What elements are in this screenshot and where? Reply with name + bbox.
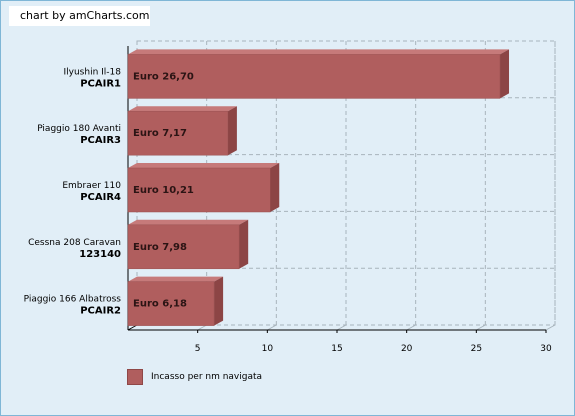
bar-front-face (127, 54, 501, 99)
category-label-name: Embraer 110 (62, 181, 121, 191)
category-label-code: PCAIR4 (80, 192, 121, 203)
bar-top-face (128, 163, 280, 168)
bar-top-face (128, 106, 237, 112)
x-tick-label: 10 (262, 344, 274, 354)
legend-label: Incasso per nm navigata (151, 372, 263, 382)
category-label-name: Piaggio 166 Albatross (24, 295, 122, 305)
bar-side-face (239, 219, 249, 269)
bar-front-face (127, 167, 271, 213)
x-tick-label: 15 (331, 344, 342, 354)
bar-side-face (270, 163, 280, 212)
bar-value-label: Euro 7,17 (133, 128, 187, 139)
amcharts-credit-link[interactable]: chart by amCharts.com (9, 6, 150, 26)
bar-front-face (127, 281, 215, 326)
bar: Euro 26,70 (127, 49, 510, 99)
bar: Euro 7,98 (127, 219, 249, 270)
category-label-code: 123140 (79, 249, 121, 260)
category-label-code: PCAIR2 (80, 306, 121, 317)
bar-top-face (128, 219, 249, 225)
bar: Euro 6,18 (127, 276, 224, 326)
bar-side-face (227, 106, 237, 156)
category-label-name: Piaggio 180 Avanti (37, 124, 121, 134)
floor-gridline (336, 324, 347, 331)
floor-gridline (476, 324, 486, 331)
floor-gridline (406, 324, 416, 331)
bar-front-face (127, 224, 240, 270)
bar-value-label: Euro 26,70 (133, 71, 194, 82)
x-tick-label: 25 (471, 344, 482, 354)
category-label-name: Cessna 208 Caravan (28, 238, 121, 248)
bar-side-face (214, 276, 224, 326)
bar-value-label: Euro 6,18 (133, 299, 187, 310)
bar: Euro 7,17 (127, 106, 237, 156)
bar-top-face (128, 276, 224, 282)
x-tick-label: 30 (540, 344, 552, 354)
bar-top-face (128, 49, 510, 55)
bar-side-face (500, 49, 510, 99)
bar: Euro 10,21 (127, 163, 280, 213)
x-tick-label: 5 (195, 344, 201, 354)
floor-gridline (267, 324, 277, 331)
legend-swatch (127, 369, 143, 385)
bar-value-label: Euro 7,98 (133, 242, 187, 253)
floor-gridline (545, 324, 556, 331)
bar-value-label: Euro 10,21 (133, 185, 194, 196)
x-tick-label: 20 (401, 344, 413, 354)
category-label-code: PCAIR3 (80, 135, 121, 146)
category-label-code: PCAIR1 (80, 78, 121, 89)
legend[interactable]: Incasso per nm navigata (127, 368, 262, 386)
bars: Euro 26,70 Euro 7,17 Euro 10,21 Euro 7,98 Eu… (127, 49, 510, 326)
category-label-name: Ilyushin Il-18 (64, 67, 122, 77)
bar-front-face (127, 110, 229, 156)
